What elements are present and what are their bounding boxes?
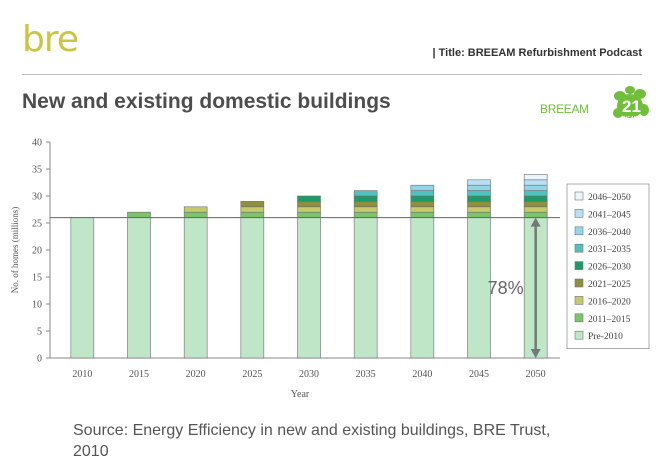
breeam-badge-text: BREEAM — [540, 102, 589, 116]
bar-segment — [523, 195, 548, 202]
legend-label: 2016–2020 — [588, 297, 631, 307]
header-title: | Title: BREEAM Refurbishment Podcast — [432, 47, 642, 59]
y-tick-label: 15 — [32, 273, 42, 284]
bar-segment — [523, 211, 548, 218]
y-tick-label: 0 — [37, 354, 42, 365]
bar-segment — [183, 211, 208, 218]
bar-segment — [353, 211, 378, 218]
bar-segment — [297, 217, 321, 359]
y-axis-label: No. of homes (millions) — [10, 207, 20, 294]
y-tick-label: 30 — [32, 192, 42, 203]
bar-segment — [240, 206, 265, 213]
x-tick-label: 2030 — [299, 369, 319, 380]
bar-segment — [467, 201, 491, 208]
bar-segment — [523, 174, 548, 181]
breeam-21-years-badge: BREEAM 21 YEARS — [540, 84, 650, 130]
bre-logo: bre — [22, 19, 79, 60]
slide-title: New and existing domestic buildings — [22, 90, 391, 113]
chart-annotation: 78% — [50, 217, 560, 358]
legend-label: 2036–2040 — [588, 228, 631, 238]
bar-segment — [410, 184, 435, 191]
source-citation: Source: Energy Efficiency in new and exi… — [73, 422, 551, 460]
legend-label: 2041–2045 — [588, 210, 631, 220]
bar-segment — [523, 179, 548, 186]
bar-segment — [353, 217, 378, 359]
bar-segment — [353, 206, 378, 213]
legend-label: 2031–2035 — [588, 245, 631, 255]
chart-legend: 2046–2050 2041–2045 2036–2040 2031–2035 2026… — [566, 183, 650, 350]
bar-segment — [353, 201, 378, 208]
bar-segment — [70, 217, 95, 359]
x-tick-label: 2045 — [469, 369, 489, 380]
legend-label: 2011–2015 — [588, 315, 631, 325]
bar-segment — [467, 206, 491, 213]
bar-segment — [353, 190, 378, 197]
bar-segment — [127, 211, 151, 218]
bar-segment — [240, 211, 265, 218]
legend-label: 2026–2030 — [588, 263, 631, 273]
badge-number: 21 — [622, 97, 641, 116]
bar-segment — [467, 211, 491, 218]
y-tick-label: 20 — [32, 246, 42, 257]
header-divider — [22, 74, 642, 75]
y-tick-label: 40 — [32, 138, 42, 149]
bar-segment — [467, 190, 491, 197]
y-tick-label: 25 — [32, 219, 42, 230]
x-axis-label: Year — [291, 389, 310, 400]
bar-segment — [410, 195, 435, 202]
annotation-label: 78% — [488, 278, 524, 298]
bar-segment — [467, 179, 491, 186]
bar-segment — [467, 195, 491, 202]
legend-swatch — [574, 243, 584, 253]
y-tick-label: 10 — [32, 300, 42, 311]
bar-segment — [523, 201, 548, 208]
bar-segment — [353, 195, 378, 202]
legend-swatch — [574, 330, 584, 340]
bar-segment — [127, 217, 151, 359]
legend-swatch — [574, 278, 584, 288]
bar-segment — [183, 206, 208, 213]
badge-sub: YEARS — [624, 116, 642, 122]
bar-segment — [297, 211, 321, 218]
legend-swatch — [574, 191, 584, 201]
bar-segment — [297, 206, 321, 213]
bar-segment — [467, 184, 491, 191]
y-tick-label: 5 — [37, 327, 42, 338]
bar-segment — [240, 217, 265, 359]
legend-label: 2021–2025 — [588, 280, 631, 290]
leaf-icon: 21 YEARS — [613, 86, 649, 122]
bar-segment — [240, 201, 265, 208]
legend-label: Pre-2010 — [588, 332, 623, 342]
bar-segment — [183, 217, 208, 359]
bar-segment — [297, 201, 321, 208]
bar-segment — [410, 190, 435, 197]
x-tick-label: 2025 — [242, 369, 262, 380]
x-tick-label: 2040 — [412, 369, 432, 380]
legend-label: 2046–2050 — [588, 193, 631, 203]
chart-bars — [70, 174, 548, 359]
legend-swatch — [574, 226, 584, 236]
legend-swatch — [574, 313, 584, 323]
legend-swatch — [574, 261, 584, 270]
bar-segment — [410, 211, 435, 218]
annotation-arrow-head-down — [530, 349, 541, 358]
bar-segment — [523, 190, 548, 197]
bar-segment — [410, 206, 435, 213]
legend-swatch — [574, 296, 584, 305]
legend-swatch — [574, 209, 584, 218]
x-tick-label: 2015 — [129, 369, 149, 380]
homes-stacked-bar-chart: 0 5 10 15 20 25 30 35 40 No. of homes (millions) Y… — [0, 128, 662, 408]
bar-segment — [410, 217, 435, 359]
x-tick-label: 2050 — [526, 369, 546, 380]
annotation-arrow-head-up — [530, 217, 541, 227]
x-tick-label: 2035 — [356, 369, 376, 380]
x-tick-label: 2020 — [186, 369, 206, 380]
bar-segment — [297, 195, 321, 202]
bar-segment — [523, 184, 548, 191]
bar-segment — [410, 201, 435, 208]
bar-segment — [523, 206, 548, 213]
y-tick-label: 35 — [32, 165, 42, 176]
x-tick-label: 2010 — [72, 369, 92, 380]
